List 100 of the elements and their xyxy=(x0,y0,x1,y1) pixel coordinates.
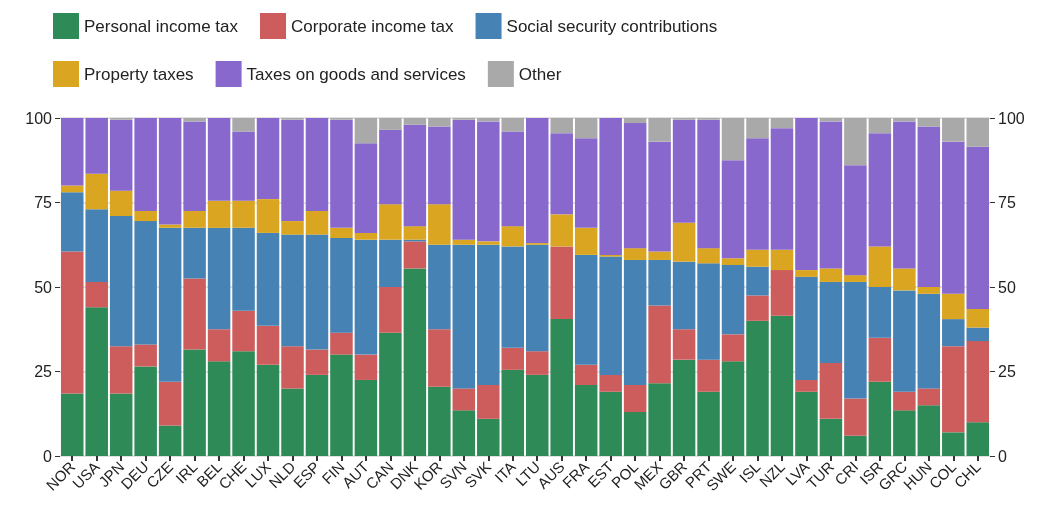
bar xyxy=(477,418,500,456)
bar xyxy=(697,391,720,456)
bar xyxy=(623,123,647,249)
bar xyxy=(305,118,329,211)
bar xyxy=(942,118,965,142)
bar xyxy=(60,393,84,456)
y-tick-label: 0 xyxy=(43,447,53,465)
bar xyxy=(550,133,573,215)
bar xyxy=(85,209,108,282)
bar xyxy=(917,405,941,456)
bar xyxy=(501,369,525,456)
bar xyxy=(623,385,647,413)
bar xyxy=(844,281,867,399)
bar xyxy=(599,374,622,392)
bar xyxy=(574,138,598,228)
y2-tick-label: 75 xyxy=(998,194,1016,211)
bar xyxy=(428,126,451,205)
y-tick-label: 100 xyxy=(25,109,53,127)
bar xyxy=(305,210,329,235)
bar xyxy=(550,319,573,456)
bar xyxy=(60,192,84,252)
bar xyxy=(721,160,745,259)
bar xyxy=(256,199,280,233)
bar xyxy=(672,119,696,223)
bar xyxy=(109,393,133,456)
bar xyxy=(232,131,255,201)
bar xyxy=(330,119,353,228)
bar xyxy=(330,227,353,238)
bar xyxy=(477,121,500,242)
bar xyxy=(134,221,157,345)
bar xyxy=(746,266,769,296)
bar xyxy=(85,173,108,210)
bar xyxy=(403,241,427,269)
bar xyxy=(452,239,476,245)
bar xyxy=(428,118,451,127)
bar xyxy=(917,287,941,294)
bar xyxy=(207,200,231,228)
bar xyxy=(354,143,378,233)
bar xyxy=(109,216,133,347)
bar xyxy=(574,254,598,365)
bar xyxy=(917,118,941,127)
bar xyxy=(697,248,720,264)
bar xyxy=(795,270,818,277)
legend-label: Social security contributions xyxy=(506,16,718,36)
bar xyxy=(330,237,353,333)
bar xyxy=(550,246,573,320)
bar xyxy=(232,118,255,132)
bar xyxy=(770,270,794,316)
y2-tick-label: 50 xyxy=(998,278,1016,296)
bar xyxy=(721,258,745,266)
bar xyxy=(305,349,329,375)
bar xyxy=(599,256,622,375)
bar xyxy=(134,118,157,211)
bar xyxy=(232,310,255,352)
bar xyxy=(330,332,353,355)
bar xyxy=(942,293,965,320)
bar xyxy=(648,383,671,456)
bar xyxy=(232,200,255,228)
bar xyxy=(379,239,402,287)
bar xyxy=(452,119,476,240)
bar xyxy=(85,307,108,456)
bar xyxy=(403,268,427,456)
bar xyxy=(379,118,402,130)
bar xyxy=(574,227,598,255)
bar xyxy=(232,351,255,456)
bar xyxy=(256,325,280,365)
bar xyxy=(721,361,745,456)
bar xyxy=(60,251,84,394)
y2-tick-label: 25 xyxy=(998,363,1016,380)
bar xyxy=(672,261,696,330)
bar xyxy=(428,329,451,387)
bar xyxy=(746,320,769,456)
bar xyxy=(844,398,867,436)
bar xyxy=(942,432,965,456)
y2-tick-label: 0 xyxy=(998,447,1007,465)
bar xyxy=(134,210,157,222)
bar xyxy=(721,265,745,335)
bar xyxy=(942,141,965,294)
bar xyxy=(354,118,378,144)
bar xyxy=(501,118,525,132)
bar xyxy=(134,344,157,367)
bar xyxy=(966,118,990,147)
bar xyxy=(452,410,476,456)
bar xyxy=(893,290,916,392)
bar xyxy=(452,388,476,411)
bar xyxy=(183,349,206,456)
bar xyxy=(281,234,304,347)
legend-label: Taxes on goods and services xyxy=(246,64,466,84)
bar xyxy=(893,121,916,269)
bar xyxy=(868,118,892,134)
bar xyxy=(207,118,231,201)
bar xyxy=(574,118,598,139)
y2-tick-label: 100 xyxy=(998,109,1025,127)
bar xyxy=(893,118,916,122)
bar xyxy=(721,118,745,161)
bar xyxy=(623,259,647,386)
bar xyxy=(868,133,892,247)
bar xyxy=(525,351,549,375)
bar xyxy=(428,386,451,456)
bar xyxy=(109,190,133,217)
